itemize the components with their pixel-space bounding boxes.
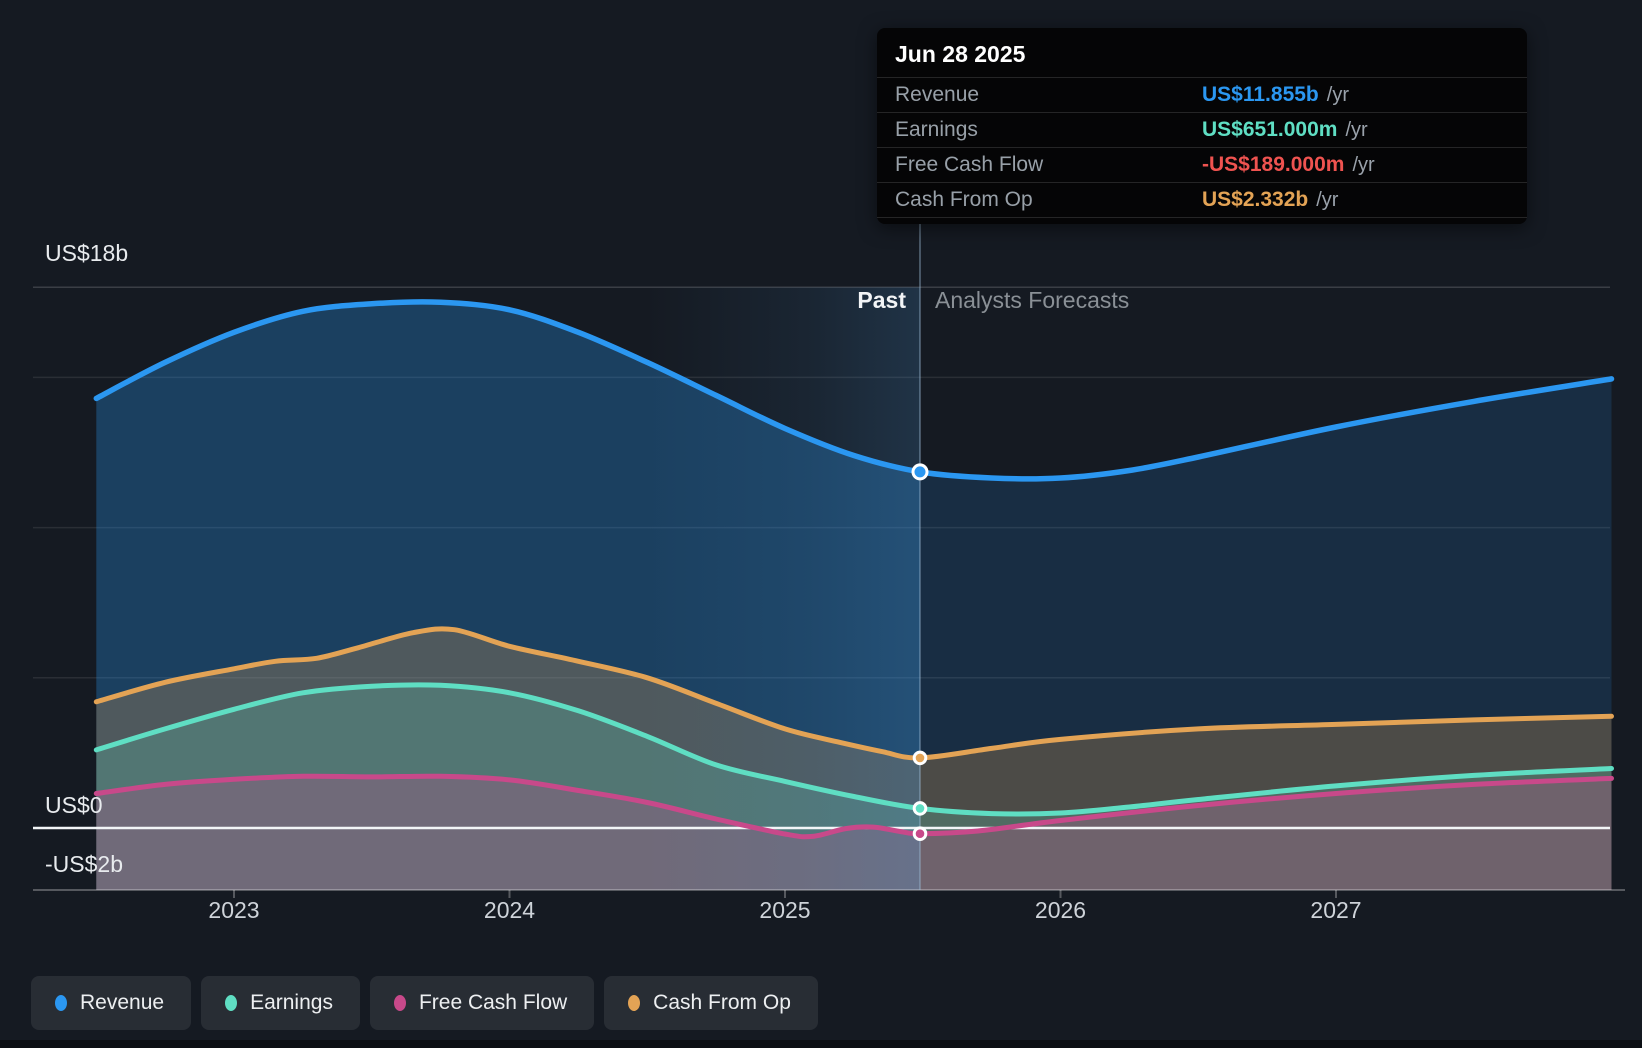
tooltip-row-earnings: Earnings US$651.000m/yr xyxy=(877,112,1527,147)
tooltip-row-free-cash-flow: Free Cash Flow -US$189.000m/yr xyxy=(877,147,1527,182)
free-cash-flow-dot-icon xyxy=(393,995,406,1011)
bottom-edge xyxy=(0,1040,1642,1048)
tooltip-value: -US$189.000m xyxy=(1202,153,1345,176)
tooltip-value: US$11.855b xyxy=(1202,83,1319,106)
legend-item-earnings[interactable]: Earnings xyxy=(201,976,360,1030)
legend: Revenue Earnings Free Cash Flow Cash Fro… xyxy=(31,976,818,1030)
x-axis-label: 2026 xyxy=(1034,897,1087,923)
legend-label: Cash From Op xyxy=(653,991,791,1014)
tooltip-label: Free Cash Flow xyxy=(895,153,1044,176)
hover-tooltip: Jun 28 2025 Revenue US$11.855b/yr Earnin… xyxy=(877,28,1527,224)
tooltip-label: Cash From Op xyxy=(895,188,1033,211)
tooltip-suffix: /yr xyxy=(1326,84,1349,106)
tooltip-date: Jun 28 2025 xyxy=(895,41,1026,67)
x-axis-label: 2027 xyxy=(1310,897,1362,923)
legend-item-revenue[interactable]: Revenue xyxy=(31,976,192,1030)
tooltip-row-revenue: Revenue US$11.855b/yr xyxy=(877,77,1527,112)
tooltip-value: US$2.332b xyxy=(1202,188,1309,211)
analysts-forecasts-label: Analysts Forecasts xyxy=(934,287,1130,313)
tooltip-suffix: /yr xyxy=(1352,154,1375,176)
legend-label: Free Cash Flow xyxy=(418,991,568,1014)
tooltip-label: Earnings xyxy=(895,118,978,141)
past-label: Past xyxy=(857,287,906,313)
tooltip-suffix: /yr xyxy=(1345,119,1368,141)
legend-item-free-cash-flow[interactable]: Free Cash Flow xyxy=(369,976,595,1030)
tooltip-label: Revenue xyxy=(895,83,980,106)
legend-label: Earnings xyxy=(250,991,333,1014)
earnings-dot-icon xyxy=(225,995,238,1011)
x-axis-label: 2025 xyxy=(759,897,811,923)
tooltip-value: US$651.000m xyxy=(1202,118,1338,141)
tooltip-suffix: /yr xyxy=(1316,189,1339,211)
y-axis-label-top: US$18b xyxy=(45,240,129,266)
x-axis-label: 2024 xyxy=(483,897,536,923)
legend-item-cash-from-op[interactable]: Cash From Op xyxy=(604,976,818,1030)
revenue-dot-icon xyxy=(55,995,67,1011)
y-axis-label-bottom: -US$2b xyxy=(45,851,123,877)
x-axis-label: 2023 xyxy=(208,897,260,923)
cash-from-op-dot-icon xyxy=(628,995,641,1011)
legend-label: Revenue xyxy=(80,991,165,1014)
y-axis-label-zero: US$0 xyxy=(45,792,103,818)
tooltip-row-cash-from-op: Cash From Op US$2.332b/yr xyxy=(877,182,1527,218)
